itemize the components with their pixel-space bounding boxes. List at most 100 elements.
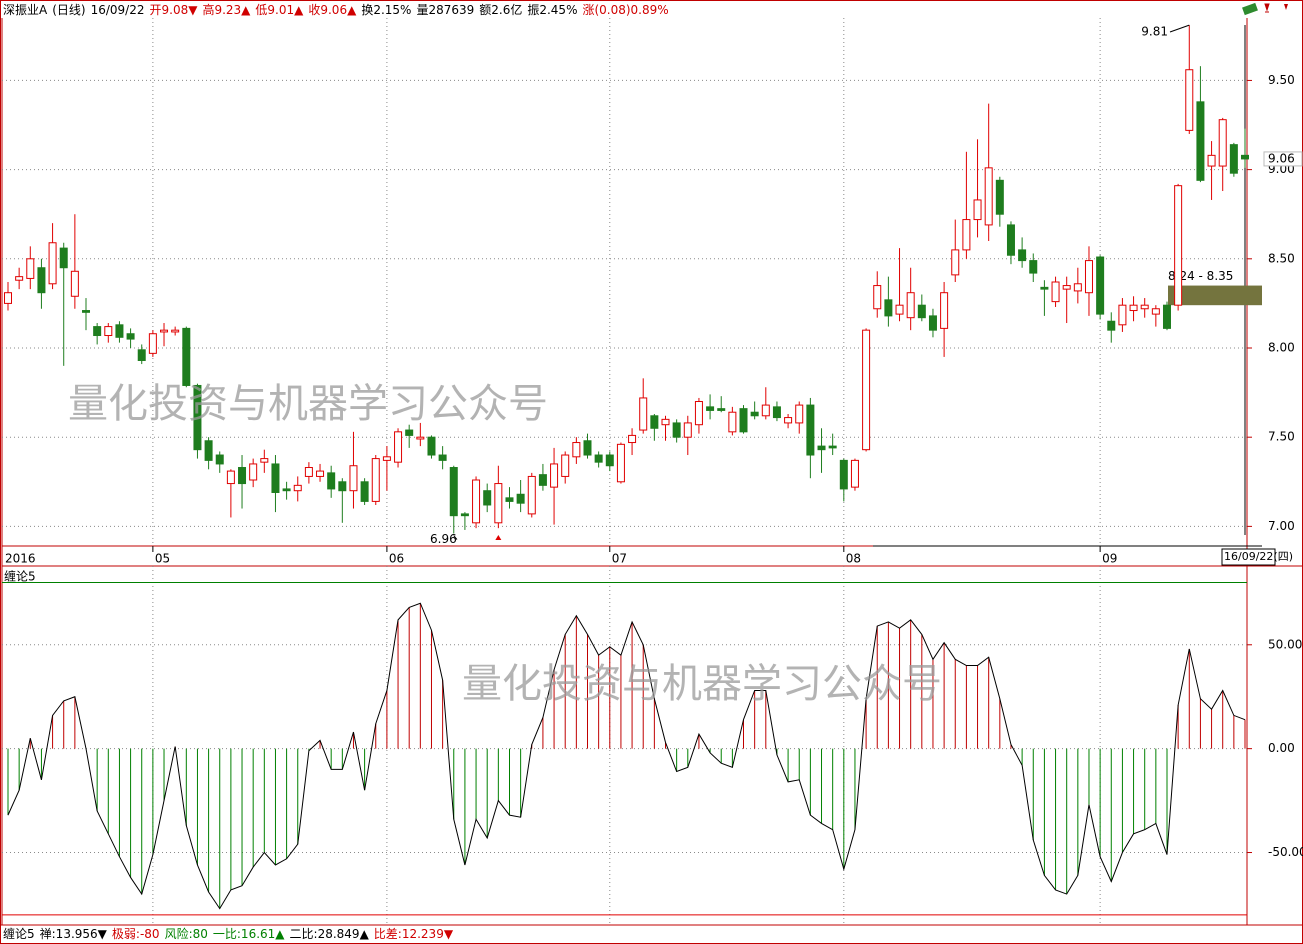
candle-body	[550, 463, 559, 488]
candle-body	[26, 258, 35, 279]
candle-body	[304, 467, 313, 477]
leader-line	[453, 535, 458, 540]
y-tick-label: 8.50	[1268, 251, 1295, 265]
text-item: 收9.06▲	[308, 3, 357, 17]
watermark: 量化投资与机器学习公众号	[462, 661, 942, 707]
candle-body	[1073, 283, 1082, 292]
text-item: 开9.08▼	[150, 3, 199, 17]
candle-body	[1018, 249, 1027, 262]
candle-body	[895, 304, 904, 315]
candle-body	[1151, 308, 1160, 315]
candle-body	[338, 481, 347, 492]
candle-body	[616, 443, 625, 483]
candle-body	[1051, 281, 1060, 303]
candle-body	[828, 445, 837, 449]
icon[interactable]	[1242, 2, 1258, 16]
toolbar-icons[interactable]	[1242, 2, 1288, 16]
candle-body	[1118, 304, 1127, 326]
candle-body	[427, 436, 436, 456]
zone-label: 8.24 - 8.35	[1168, 269, 1233, 283]
candle-body	[605, 454, 614, 467]
candle-body	[995, 179, 1004, 215]
candle-body	[59, 247, 68, 269]
candle-body	[360, 481, 369, 502]
candle-body	[594, 454, 603, 463]
cursor-date: 16/09/22(四)	[1224, 550, 1293, 563]
candle-body	[1029, 260, 1038, 274]
candle-body	[873, 285, 882, 310]
candle-body	[917, 304, 926, 319]
candle-body	[472, 479, 481, 524]
x-tick-label: 09	[1102, 552, 1117, 566]
candle-body	[583, 440, 592, 456]
candle-body	[1096, 256, 1105, 315]
y-tick-label: 8.00	[1268, 341, 1295, 355]
candle-body	[160, 329, 169, 333]
candle-body	[226, 470, 235, 485]
candle-body	[371, 458, 380, 502]
candle-body	[728, 411, 737, 433]
candle-body	[405, 429, 414, 436]
candle-body	[1196, 101, 1205, 181]
candle-body	[795, 404, 804, 424]
text-item: 风险:80	[165, 926, 208, 941]
icon[interactable]	[1264, 3, 1270, 13]
candle-body	[1174, 185, 1183, 306]
text-item: 深振业A	[3, 3, 48, 17]
candle-body	[82, 310, 91, 313]
date-box	[1221, 548, 1276, 566]
y-tick-label: 50.00	[1268, 637, 1302, 651]
y-tick-label: 7.00	[1268, 519, 1295, 533]
candle-body	[1140, 304, 1149, 310]
candle-body	[761, 404, 770, 417]
text-item: 振2.45%	[527, 3, 577, 17]
candle-body	[15, 276, 24, 281]
candle-body	[650, 415, 659, 429]
candle-body	[973, 199, 982, 221]
low-label: 6.96	[430, 532, 457, 546]
y-tick-label: 9.50	[1268, 73, 1295, 87]
candle-body	[739, 408, 748, 433]
candle-body	[750, 411, 759, 417]
candle-body	[906, 292, 915, 319]
candle-body	[940, 292, 949, 329]
candle-body	[137, 349, 146, 361]
candle-body	[394, 431, 403, 463]
candle-body	[862, 329, 871, 451]
high-label: 9.81	[1141, 25, 1168, 39]
candle-body	[850, 459, 859, 488]
leader-line	[1169, 24, 1190, 33]
candle-body	[672, 422, 681, 438]
candle-body	[527, 475, 536, 515]
candle-body	[1084, 260, 1093, 294]
candle-body	[327, 472, 336, 490]
candle-body	[271, 463, 280, 493]
y-tick-label: 0.00	[1268, 741, 1295, 755]
candle-body	[238, 467, 247, 485]
candle-body	[984, 167, 993, 226]
last-price: 9.06	[1268, 151, 1295, 165]
candle-body	[438, 454, 447, 461]
candle-body	[784, 417, 793, 424]
header: 深振业A (日线) 16/09/22 开9.08▼ 高9.23▲ 低9.01▲ 收9.06▲…	[3, 2, 669, 17]
y-tick-label: -50.00	[1268, 845, 1303, 859]
candle-body	[928, 315, 937, 331]
text-item: 量287639	[416, 3, 474, 17]
x-tick-label: 07	[612, 552, 627, 566]
candle-body	[349, 465, 358, 492]
candle-body	[449, 467, 458, 517]
candle-body	[561, 454, 570, 477]
candle-body	[4, 292, 12, 304]
candle-body	[126, 333, 135, 340]
candle-body	[316, 470, 325, 477]
text-item: 16/09/22	[91, 3, 145, 17]
candle-body	[817, 445, 826, 451]
candle-body	[171, 329, 180, 333]
candle-body	[115, 324, 124, 338]
watermark: 量化投资与机器学习公众号	[68, 381, 548, 427]
text-item: 极弱:-80	[112, 927, 160, 941]
icon[interactable]	[1284, 4, 1288, 10]
candle-body	[1207, 154, 1216, 167]
price-zone	[1168, 285, 1262, 306]
indicator-line	[7, 602, 1246, 910]
